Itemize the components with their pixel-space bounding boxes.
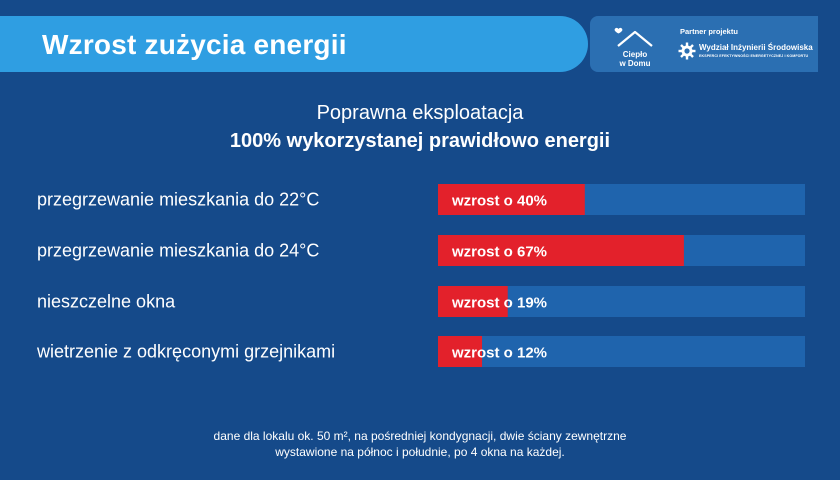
footnote: dane dla lokalu ok. 50 m², na pośredniej… <box>0 428 840 460</box>
house-heart-icon <box>614 27 653 47</box>
value-label: wzrost o 40% <box>451 193 547 210</box>
category-label: przegrzewanie mieszkania do 22°C <box>37 190 319 210</box>
partner-label: Partner projektu <box>680 27 738 36</box>
page-title: Wzrost zużycia energii <box>42 29 347 60</box>
value-label: wzrost o 12% <box>451 345 547 362</box>
category-label: przegrzewanie mieszkania do 24°C <box>37 241 319 261</box>
bar <box>438 235 684 266</box>
footnote-line2: wystawione na północ i południe, po 4 ok… <box>275 445 565 459</box>
partner-subtitle: EKSPERCI EFEKTYWNOŚCI ENERGETYCZNEJ I KO… <box>699 54 809 58</box>
partner-name: Wydział Inżynierii Środowiska <box>699 43 813 52</box>
partner-panel <box>590 16 818 72</box>
bar-track <box>438 336 805 367</box>
chart-title: Poprawna eksploatacja <box>316 102 524 124</box>
value-label: wzrost o 67% <box>451 244 547 261</box>
header-bar <box>0 16 588 72</box>
bar <box>438 286 508 317</box>
chart-subtitle: 100% wykorzystanej prawidłowo energii <box>229 130 611 152</box>
bar <box>438 336 483 367</box>
logo-line2: w Domu <box>619 59 651 68</box>
category-label: wietrzenie z odkręconymi grzejnikami <box>36 342 335 362</box>
logo-text: Ciepło w Domu <box>612 50 658 68</box>
bar <box>438 184 585 215</box>
value-label: wzrost o 19% <box>451 295 547 312</box>
category-label: nieszczelne okna <box>37 292 176 312</box>
footnote-line1: dane dla lokalu ok. 50 m², na pośredniej… <box>213 429 627 443</box>
logo-line1: Ciepło <box>622 50 648 59</box>
gear-icon <box>678 42 696 60</box>
